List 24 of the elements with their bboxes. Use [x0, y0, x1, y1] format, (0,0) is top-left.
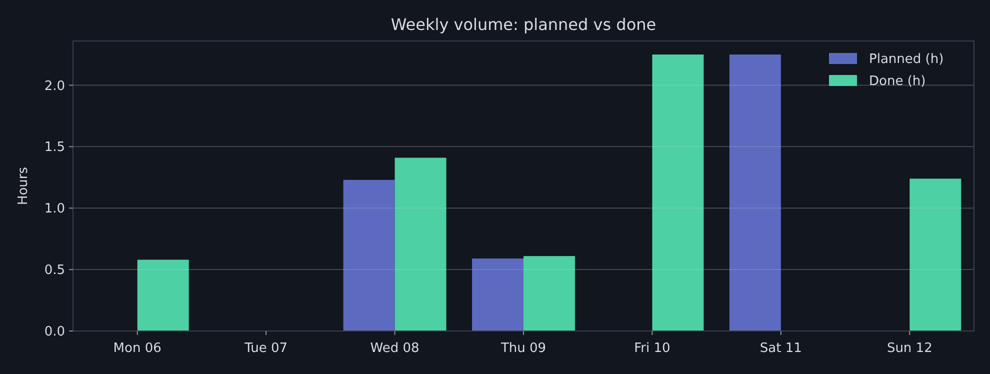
bar — [729, 54, 781, 331]
x-tick-label: Thu 09 — [500, 341, 546, 356]
bar — [910, 178, 962, 331]
x-tick-label: Wed 08 — [370, 341, 420, 356]
bar — [137, 260, 189, 331]
x-tick-label: Fri 10 — [634, 341, 670, 356]
x-tick-label: Tue 07 — [244, 341, 288, 356]
y-tick-label: 1.0 — [44, 202, 65, 217]
chart-title: Weekly volume: planned vs done — [390, 15, 656, 34]
bar — [472, 258, 524, 331]
bar — [394, 158, 446, 331]
bar — [652, 54, 704, 331]
y-tick-label: 0.0 — [44, 324, 65, 340]
bar — [524, 256, 575, 331]
legend-label: Planned (h) — [869, 52, 944, 67]
legend-label: Done (h) — [869, 74, 926, 89]
x-tick-label: Mon 06 — [113, 341, 162, 356]
x-tick-label: Sat 11 — [760, 341, 802, 356]
y-tick-label: 0.5 — [44, 263, 65, 278]
bar — [343, 180, 395, 331]
y-tick-label: 2.0 — [44, 78, 65, 94]
x-tick-label: Sun 12 — [886, 341, 932, 356]
y-axis-title: Hours — [16, 166, 31, 206]
y-tick-label: 1.5 — [44, 140, 65, 156]
